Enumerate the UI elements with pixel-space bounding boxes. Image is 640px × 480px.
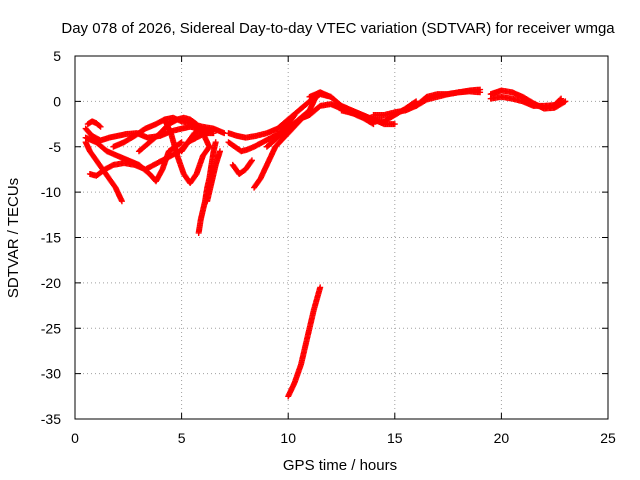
data-point [561, 99, 568, 106]
data-point [558, 95, 565, 102]
series-arc5 [82, 134, 185, 185]
series-arc14 [229, 157, 255, 177]
series-arc16 [263, 107, 313, 150]
y-axis-label: SDTVAR / TECUs [5, 178, 22, 298]
x-tick-label: 5 [178, 430, 186, 446]
data-point [477, 89, 484, 96]
y-tick-label: 0 [53, 93, 61, 109]
data-point [177, 139, 184, 146]
series-arc8 [161, 116, 213, 187]
x-tick-label: 25 [600, 430, 616, 446]
series-arc2 [82, 139, 125, 205]
data-point [317, 284, 324, 291]
x-tick-label: 15 [387, 430, 403, 446]
y-tick-label: -20 [41, 275, 61, 291]
chart-title: Day 078 of 2026, Sidereal Day-to-day VTE… [61, 20, 615, 37]
x-tick-label: 20 [494, 430, 510, 446]
tick-layer: 0 5 10 15 20 25 5 0 -5 -10 -15 -20 -25 -30 -35 [41, 48, 616, 446]
data-point [248, 157, 255, 164]
data-point [562, 98, 569, 105]
series-arc24 [487, 93, 565, 109]
data-point [216, 148, 223, 155]
y-tick-label: -5 [49, 139, 62, 155]
y-tick-label: -35 [41, 411, 61, 427]
series-arc9 [178, 125, 215, 155]
data-point [96, 122, 103, 129]
series-arc21 [338, 98, 420, 125]
data-point [212, 139, 219, 146]
x-axis-label: GPS time / hours [283, 457, 397, 474]
data-point [557, 96, 564, 103]
data-point [205, 144, 212, 151]
data-point [248, 158, 255, 165]
plot-frame [74, 55, 609, 420]
x-tick-label: 0 [71, 430, 79, 446]
data-point [97, 123, 104, 130]
series-arc17 [285, 284, 324, 400]
data-point [208, 128, 215, 135]
data-point [118, 198, 125, 205]
data-point [178, 139, 185, 146]
y-tick-label: -30 [41, 366, 61, 382]
y-tick-label: -25 [41, 320, 61, 336]
data-point [206, 143, 213, 150]
series-arc11 [204, 148, 223, 205]
series-arc10 [195, 139, 219, 236]
x-tick-label: 10 [280, 430, 296, 446]
data-point [391, 121, 398, 128]
data-layer [82, 86, 569, 400]
y-tick-label: -15 [41, 230, 61, 246]
series-arc22 [413, 88, 484, 109]
y-tick-label: 5 [53, 48, 61, 64]
series-arc3 [84, 118, 104, 130]
y-tick-label: -10 [41, 184, 61, 200]
